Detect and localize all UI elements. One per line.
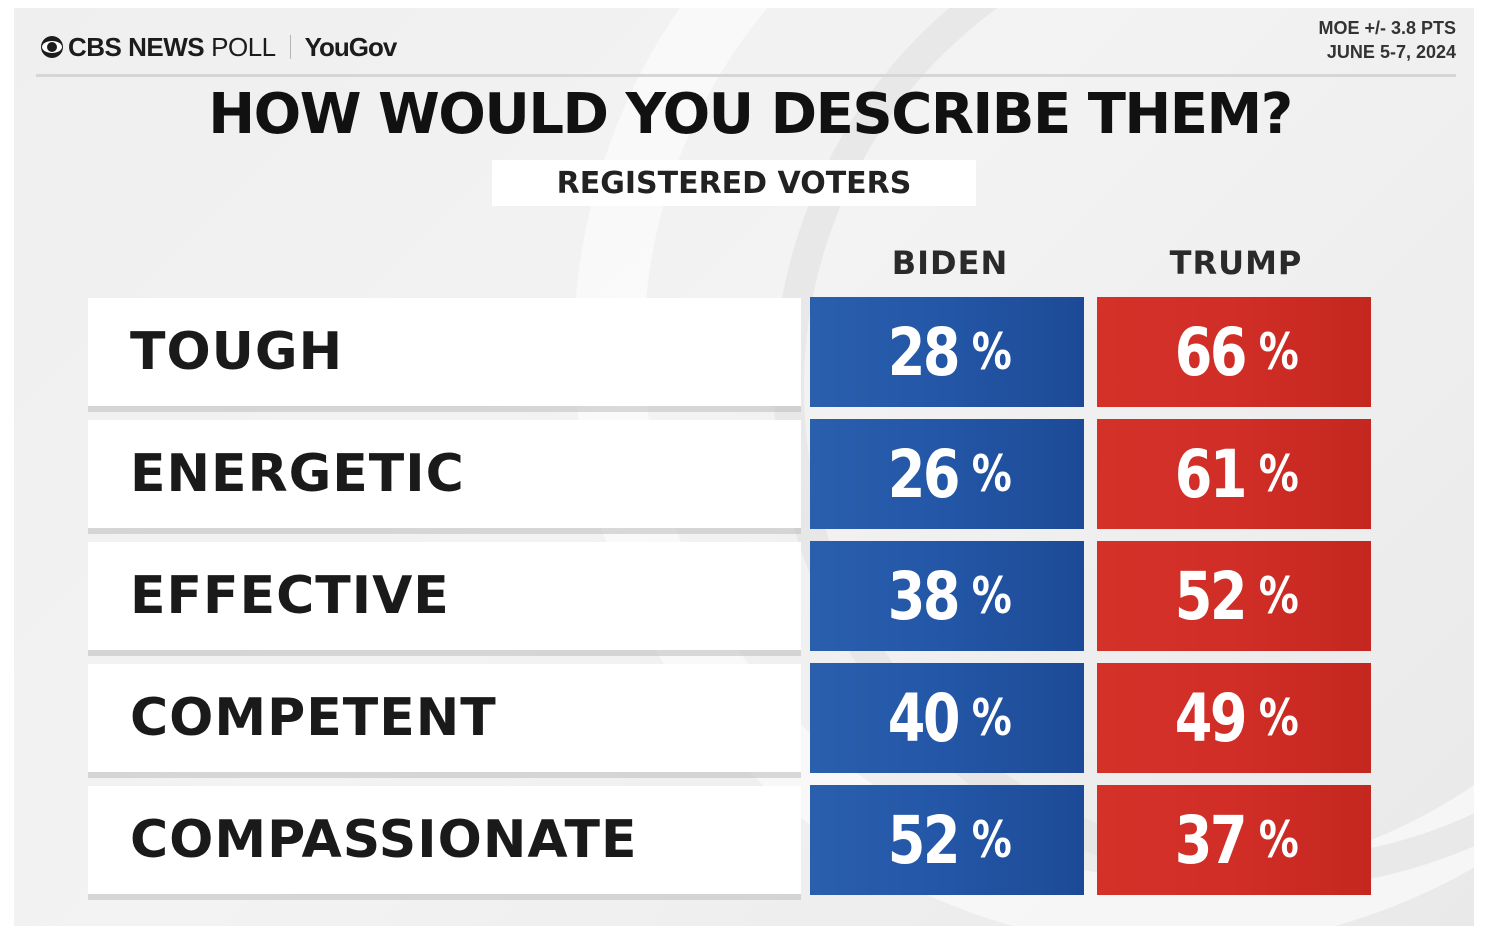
percent-sign: % [972,323,1012,381]
biden-value-number: 40 [887,679,960,757]
row-label-text: TOUGH [130,322,344,382]
biden-value-number: 52 [887,801,960,879]
row-label-tough: TOUGH [88,298,801,406]
biden-value-number: 38 [887,557,960,635]
percent-sign: % [972,567,1012,625]
percent-sign: % [972,811,1012,869]
row-label-text: COMPETENT [130,688,497,748]
cbs-news-logo-text: CBS NEWS [68,31,205,62]
poll-label: POLL [211,31,276,62]
percent-sign: % [972,445,1012,503]
trump-value-number: 52 [1174,557,1247,635]
row-label-competent: COMPETENT [88,664,801,772]
biden-value-compassionate: 52% [810,785,1084,895]
row-label-effective: EFFECTIVE [88,542,801,650]
trump-value-effective: 52% [1097,541,1371,651]
row-label-text: ENERGETIC [130,444,465,504]
cbs-eye-icon [40,35,64,59]
column-header-trump: TRUMP [1169,244,1303,282]
chart-subtitle: REGISTERED VOTERS [492,160,976,206]
percent-sign: % [1259,689,1299,747]
brand-divider [289,35,291,59]
biden-value-energetic: 26% [810,419,1084,529]
poll-info: MOE +/- 3.8 PTS JUNE 5-7, 2024 [1318,16,1456,64]
trump-value-number: 61 [1174,435,1247,513]
trump-value-competent: 49% [1097,663,1371,773]
header-rule [36,74,1456,77]
percent-sign: % [1259,811,1299,869]
trump-value-number: 66 [1174,313,1247,391]
percent-sign: % [1259,567,1299,625]
margin-of-error: MOE +/- 3.8 PTS [1318,18,1456,38]
biden-value-effective: 38% [810,541,1084,651]
biden-value-tough: 28% [810,297,1084,407]
yougov-logo-text: YouGov [304,31,398,62]
row-label-text: COMPASSIONATE [130,810,638,870]
trump-value-energetic: 61% [1097,419,1371,529]
poll-dates: JUNE 5-7, 2024 [1326,42,1456,62]
biden-value-number: 28 [887,313,960,391]
row-label-energetic: ENERGETIC [88,420,801,528]
biden-value-competent: 40% [810,663,1084,773]
chart-title: HOW WOULD YOU DESCRIBE THEM? [208,82,1293,147]
row-label-text: EFFECTIVE [130,566,450,626]
column-header-biden: BIDEN [891,244,1009,282]
percent-sign: % [972,689,1012,747]
percent-sign: % [1259,445,1299,503]
percent-sign: % [1259,323,1299,381]
trump-value-tough: 66% [1097,297,1371,407]
brand-bar: CBS NEWS POLL YouGov [40,31,398,62]
trump-value-number: 49 [1174,679,1247,757]
trump-value-number: 37 [1174,801,1247,879]
row-label-compassionate: COMPASSIONATE [88,786,801,894]
trump-value-compassionate: 37% [1097,785,1371,895]
biden-value-number: 26 [887,435,960,513]
